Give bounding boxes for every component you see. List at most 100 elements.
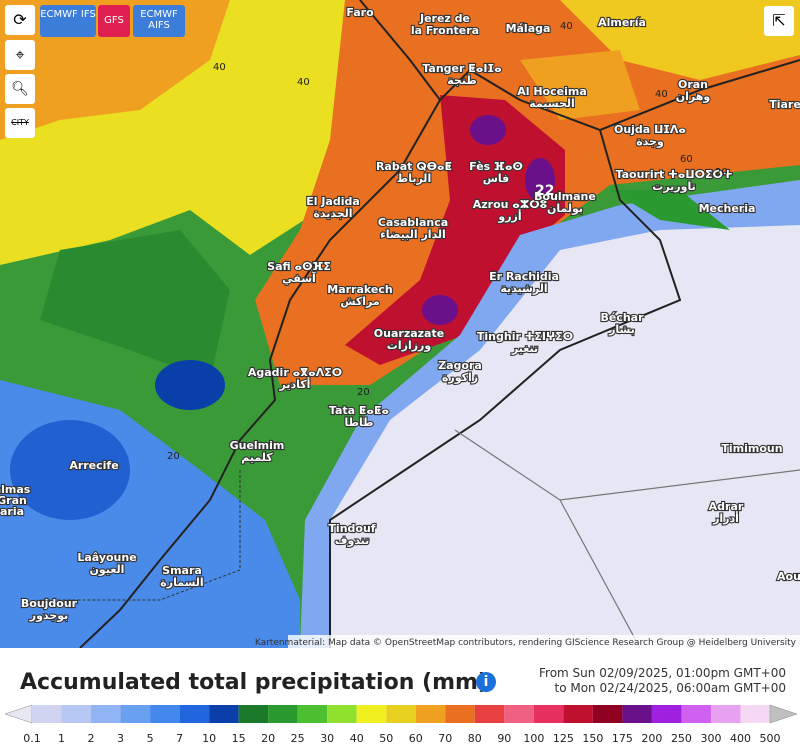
attribution: Kartenmaterial: Map data © OpenStreetMap… [255, 638, 797, 648]
city-label-local: la Frontera [411, 24, 479, 37]
legend-swatch [740, 705, 770, 723]
city-label: Boujdour [21, 597, 78, 610]
city-label-local: وجدة [636, 135, 664, 148]
city-label-local: بوجدور [29, 609, 68, 622]
city-label: Laâyoune [77, 551, 136, 564]
city-label: Timimoun [721, 442, 782, 455]
field [610, 190, 730, 230]
city-label-local: تندوف [335, 534, 370, 547]
legend-swatch [386, 705, 416, 723]
city-label-local: طنجة [447, 74, 476, 87]
city-label: Tata ⵟⴰⵟⴰ [329, 404, 389, 417]
info-button[interactable]: i [476, 672, 496, 692]
legend-label: 15 [232, 732, 246, 745]
contour-label: 20 [167, 451, 180, 462]
city-label: Faro [346, 6, 374, 19]
field [470, 115, 506, 145]
city-label-local: زاكورة [442, 371, 478, 384]
legend-label: 200 [641, 732, 662, 745]
legend-label: 400 [730, 732, 751, 745]
city-label-local: بشار [608, 323, 635, 336]
legend-swatch [622, 705, 652, 723]
legend-label: 50 [379, 732, 393, 745]
city-label: Marrakech [327, 283, 392, 296]
city-label: Arrecife [69, 459, 118, 472]
city-label: Adrar [709, 500, 744, 513]
city-label-local: أدرار [712, 511, 739, 525]
city-label: Málaga [506, 22, 551, 35]
city-label: Safi ⴰⵙⴼⵉ [267, 260, 331, 273]
time-range: From Sun 02/09/2025, 01:00pm GMT+00 to Mo… [539, 666, 786, 696]
time-to: to Mon 02/24/2025, 06:00am GMT+00 [554, 681, 786, 695]
legend-label: 3 [117, 732, 124, 745]
contour-label: 40 [213, 62, 226, 73]
legend-swatch [238, 705, 269, 723]
model-button[interactable]: ECMWF AIFS [133, 5, 185, 37]
share-button[interactable]: ⇱ [764, 6, 794, 36]
city-label: Béchar [600, 311, 644, 324]
city-label-local: أكادير [279, 377, 311, 391]
contour-label: 40 [297, 77, 310, 88]
city-label: Smara [162, 564, 202, 577]
field [10, 420, 130, 520]
legend-label: 0.1 [23, 732, 41, 745]
city-label: Agadir ⴰⴳⴰⴷⵉⵔ [248, 366, 342, 379]
city-label: Rabat ⵕⴱⴰⵟ [376, 160, 452, 173]
legend-swatch [32, 705, 62, 723]
border [40, 470, 241, 601]
city-label: Jerez de [419, 12, 470, 25]
legend-label: 125 [553, 732, 574, 745]
field [422, 295, 458, 325]
model-button[interactable]: ECMWF IFS [40, 5, 96, 37]
coastline [359, 0, 800, 132]
search-button[interactable]: 🔍︎ [5, 74, 35, 104]
border [329, 129, 682, 648]
legend-arrow [769, 704, 798, 724]
city-label: Almería [598, 16, 646, 29]
legend-swatch [268, 705, 298, 723]
city-label-local: مراكش [340, 295, 379, 308]
legend-swatch [356, 705, 387, 723]
legend-swatch [327, 705, 357, 723]
time-from: From Sun 02/09/2025, 01:00pm GMT+00 [539, 666, 786, 680]
legend-swatch [120, 705, 151, 723]
contour-label: 40 [655, 89, 668, 100]
city-label-local: الدار البيضاء [380, 228, 446, 241]
contour-label: 40 [560, 21, 573, 32]
model-button[interactable]: GFS [98, 5, 130, 37]
field [40, 230, 230, 380]
contour-label: 60 [680, 154, 693, 165]
city-label-local: أزرو [497, 209, 521, 223]
legend-label: 30 [320, 732, 334, 745]
city-label: aria [0, 505, 24, 518]
legend-swatch [504, 705, 534, 723]
legend-arrow [4, 704, 33, 724]
city-toggle[interactable]: CITY [5, 108, 35, 138]
legend-swatch [209, 705, 239, 723]
city-label: almas [0, 483, 31, 496]
attribution-bg [288, 635, 800, 648]
legend-label: 300 [700, 732, 721, 745]
refresh-button[interactable]: ⟳ [5, 5, 35, 35]
legend: 0.1 1 2 3 5 7 10 15 20 25 30 40 50 60 70 80 90 100 125 150 1… [4, 704, 798, 745]
city-label: Tindouf [328, 522, 375, 535]
legend-label: 175 [612, 732, 633, 745]
city-label: El Jadida [306, 195, 360, 208]
city-label: Er Rachidia [489, 270, 559, 283]
legend-label: 90 [497, 732, 511, 745]
coastline [79, 99, 441, 648]
footer-title: Accumulated total precipitation (mm) [20, 670, 488, 695]
field [155, 360, 225, 410]
city-label-local: وهران [676, 90, 711, 103]
city-label: Tiare [769, 98, 800, 111]
legend-label: 1 [58, 732, 65, 745]
locate-button[interactable]: ⌖ [5, 40, 35, 70]
legend-swatch [415, 705, 446, 723]
city-label: Zagora [438, 359, 482, 372]
legend-swatch [297, 705, 328, 723]
city-label: Tinghir ⵜⵉⵏⵖⵉⵔ [477, 330, 573, 343]
city-label-local: فاس [483, 172, 510, 185]
city-label-local: طاطا [345, 416, 374, 429]
legend-label: 70 [438, 732, 452, 745]
